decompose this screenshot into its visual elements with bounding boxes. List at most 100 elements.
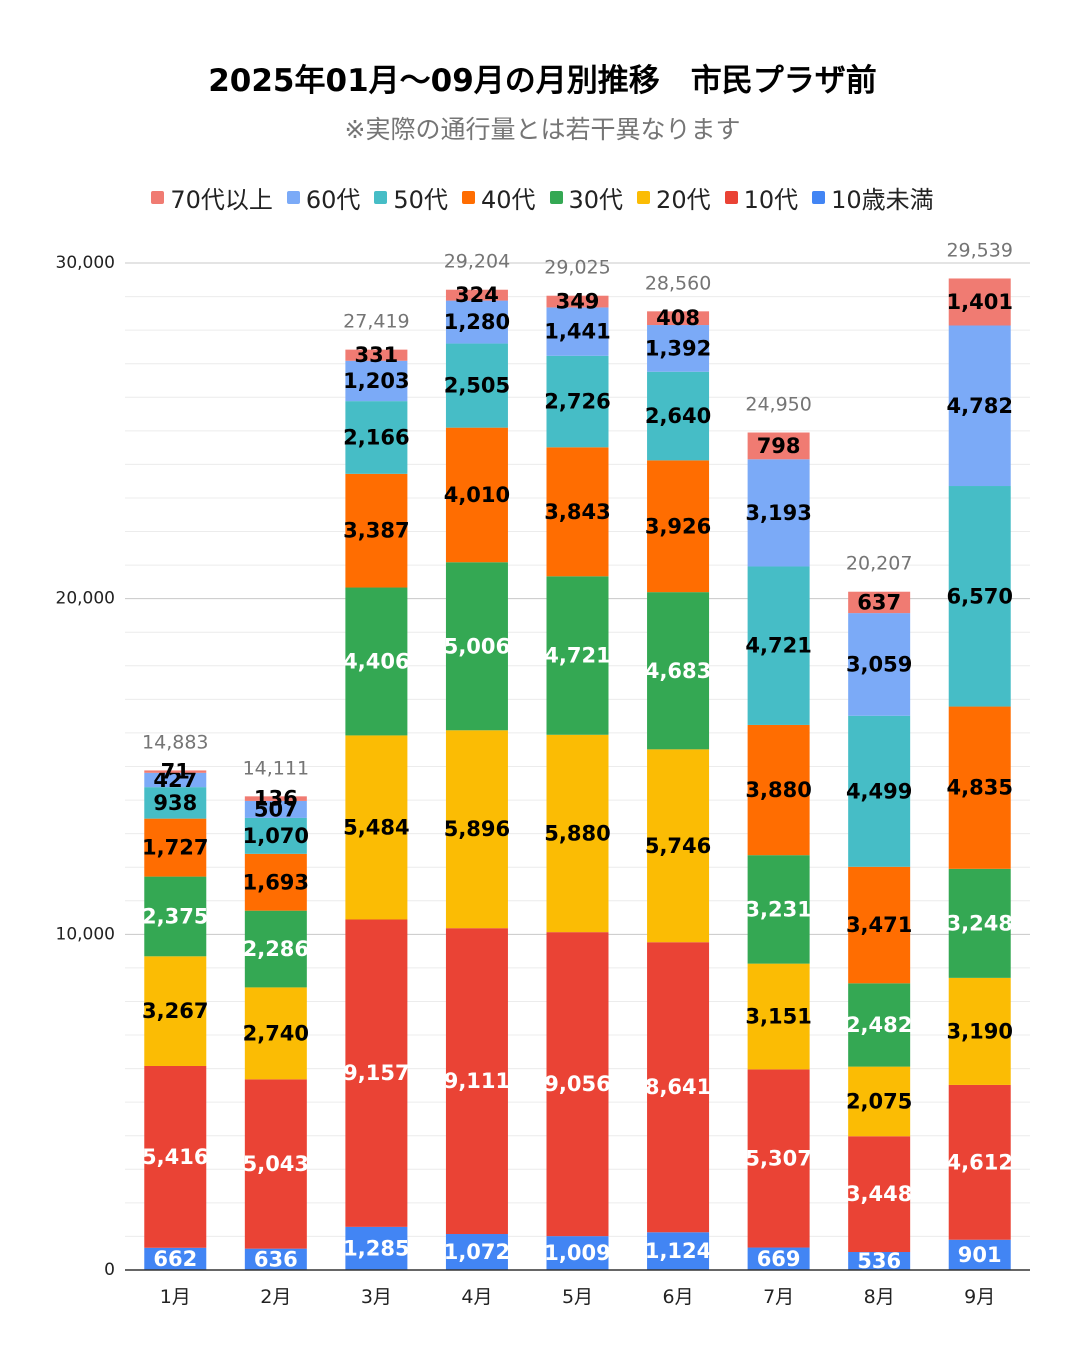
x-category-label: 3月 (361, 1286, 392, 1308)
segment-label: 1,009 (544, 1241, 610, 1265)
bar-segment (244, 1079, 307, 1249)
bar-segment (244, 910, 307, 988)
segment-label: 536 (857, 1249, 901, 1273)
bar-segment (345, 401, 408, 474)
segment-label: 9,056 (544, 1072, 610, 1096)
total-label: 20,207 (846, 553, 912, 575)
bar-segment (747, 855, 810, 964)
total-label: 29,025 (544, 257, 610, 279)
legend-label: 60代 (305, 186, 361, 214)
bar-segment (345, 587, 408, 736)
segment-label: 1,392 (645, 336, 711, 360)
total-label: 24,950 (745, 394, 811, 416)
bar-segment (546, 1236, 609, 1270)
legend-item: 20代 (637, 180, 711, 215)
segment-label: 349 (556, 290, 600, 314)
bar-segment (546, 295, 609, 308)
bar-segment (948, 1239, 1011, 1270)
segment-label: 3,190 (947, 1019, 1013, 1043)
bar-segment (546, 355, 609, 448)
legend-item: 10歳未満 (812, 180, 934, 215)
legend-swatch (549, 191, 563, 204)
chart-legend: 70代以上 60代 50代 40代 30代 20代 10代 10歳未満 (0, 180, 1085, 215)
bar-segment (647, 1232, 710, 1270)
legend-item: 70代以上 (151, 180, 273, 215)
x-category-label: 4月 (461, 1286, 492, 1308)
bar-segment (445, 730, 508, 929)
bar-segment (747, 459, 810, 567)
chart-subtitle: ※実際の通行量とは若干異なります (344, 115, 741, 144)
bar-segment (647, 460, 710, 593)
y-tick-label: 30,000 (56, 253, 115, 273)
segment-label: 5,307 (745, 1146, 811, 1170)
bar-segment (144, 770, 207, 773)
bar-segment (144, 876, 207, 957)
segment-label: 5,416 (142, 1145, 208, 1169)
bar-segment (144, 787, 207, 819)
segment-label: 9,157 (343, 1061, 409, 1085)
legend-item: 30代 (549, 180, 623, 215)
segment-label: 507 (254, 797, 298, 821)
bar-segment (144, 1247, 207, 1270)
bar-segment (546, 576, 609, 735)
segment-label: 2,286 (243, 937, 309, 961)
bar-segment (948, 486, 1011, 707)
segment-label: 3,926 (645, 514, 711, 538)
y-tick-label: 20,000 (56, 589, 115, 609)
bar-segment (144, 772, 207, 788)
legend-swatch (374, 191, 388, 204)
segment-label: 3,059 (846, 652, 912, 676)
segment-label: 798 (757, 434, 801, 458)
legend-item: 40代 (461, 180, 536, 215)
bar-segment (948, 278, 1011, 326)
legend-item: 10代 (724, 180, 799, 215)
bar-segment (345, 919, 408, 1227)
bar-segment (144, 1065, 207, 1248)
segment-label: 4,406 (343, 649, 409, 673)
segment-label: 1,070 (243, 824, 309, 848)
bar-segment (244, 987, 307, 1080)
total-label: 27,419 (343, 311, 409, 333)
bar-segment (948, 1084, 1011, 1240)
total-label: 29,539 (946, 239, 1012, 261)
segment-label: 9,111 (444, 1069, 510, 1093)
chart-title: 2025年01月～09月の月別推移 市民プラザ前 (208, 63, 877, 99)
x-category-label: 2月 (260, 1286, 291, 1308)
segment-label: 1,285 (343, 1236, 409, 1260)
bar-segment (546, 307, 609, 356)
total-label: 29,204 (444, 251, 510, 273)
bar-segment (345, 360, 408, 402)
bar-segment (445, 562, 508, 731)
segment-label: 636 (254, 1247, 298, 1271)
bar-segment (848, 591, 911, 614)
x-category-label: 6月 (663, 1286, 694, 1308)
segment-label: 669 (757, 1247, 801, 1271)
bar-segment (848, 715, 911, 867)
segment-label: 4,612 (947, 1150, 1013, 1174)
segment-label: 1,401 (947, 290, 1013, 314)
bar-segment (445, 427, 508, 563)
bar-segment (747, 1069, 810, 1248)
segment-label: 5,896 (444, 817, 510, 841)
bar-segment (848, 1066, 911, 1137)
segment-label: 3,880 (745, 778, 811, 802)
bar-segment (144, 956, 207, 1066)
bar-segment (244, 817, 307, 854)
legend-label: 10代 (743, 186, 799, 214)
bar-segment (647, 371, 710, 461)
segment-label: 1,203 (343, 369, 409, 393)
bar-segment (948, 325, 1011, 487)
bar-segment (848, 1252, 911, 1270)
segment-label: 1,727 (142, 836, 208, 860)
bar-segment (445, 343, 508, 428)
segment-label: 3,843 (544, 500, 610, 524)
segment-label: 3,231 (745, 897, 811, 921)
segment-label: 662 (153, 1247, 197, 1271)
bar-segment (546, 734, 609, 933)
legend-swatch (637, 191, 651, 204)
segment-label: 1,124 (645, 1239, 711, 1263)
bar-segment (144, 818, 207, 877)
segment-label: 4,835 (947, 776, 1013, 800)
segment-label: 408 (656, 306, 700, 330)
